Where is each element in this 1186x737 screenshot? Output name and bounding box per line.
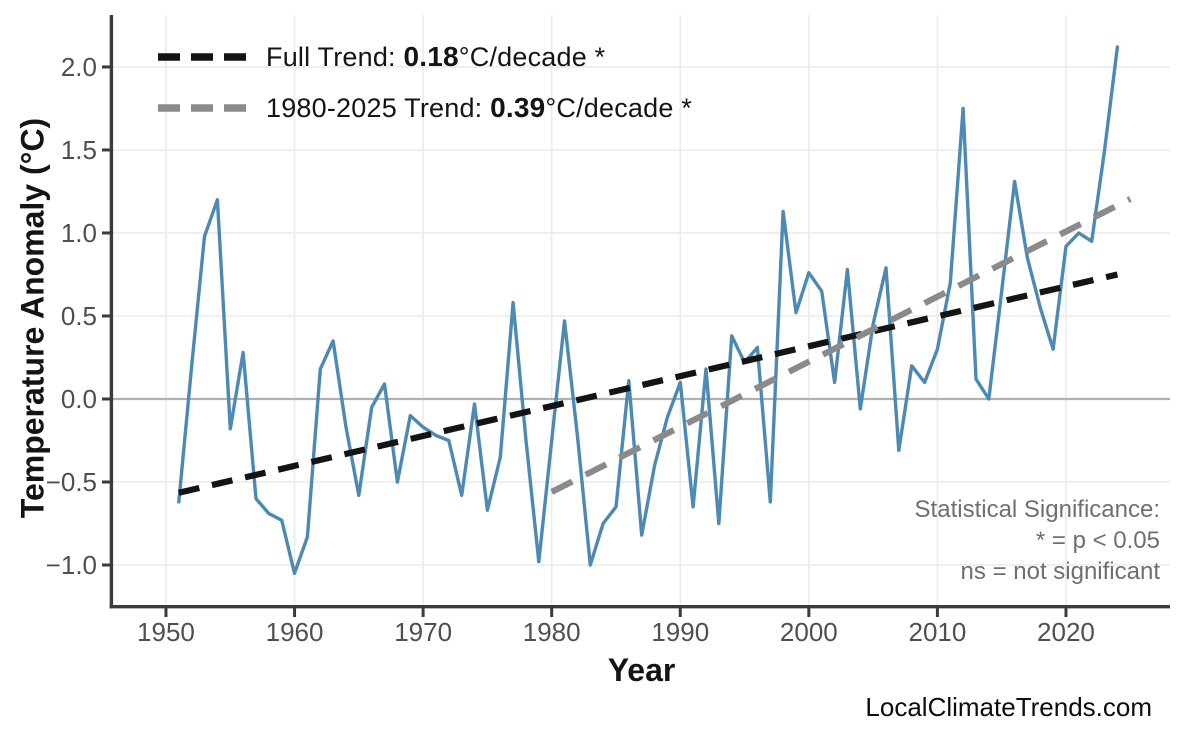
y-tick-label: −1.0	[46, 550, 97, 580]
full-trend-line	[178, 271, 1119, 496]
x-tick-label: 1950	[137, 617, 195, 647]
y-tick-label: 0.0	[61, 384, 97, 414]
y-tick-label: 0.5	[61, 301, 97, 331]
x-axis-title: Year	[607, 652, 676, 688]
recent-trend-label-prefix: 1980-2025 Trend:	[266, 93, 491, 123]
significance-note-line1: Statistical Significance:	[914, 496, 1160, 523]
watermark: LocalClimateTrends.com	[865, 692, 1152, 722]
x-tick-label: 2010	[908, 617, 966, 647]
recent-trend-value: 0.39	[490, 92, 546, 123]
full-trend-value: 0.18	[403, 41, 459, 72]
y-tick-label: 1.5	[61, 135, 97, 165]
x-tick-label: 1960	[266, 617, 324, 647]
legend-item-recent-trend: 1980-2025 Trend: 0.39°C/decade *	[158, 89, 692, 127]
recent-trend-label: 1980-2025 Trend: 0.39°C/decade *	[266, 92, 692, 124]
significance-note-line3: ns = not significant	[960, 558, 1160, 585]
full-trend-label-prefix: Full Trend:	[266, 42, 404, 72]
significance-note: Statistical Significance: * = p < 0.05 n…	[915, 494, 1160, 587]
x-tick-label: 1990	[651, 617, 709, 647]
recent-trend-dash-swatch	[158, 104, 246, 112]
x-tick-label: 2020	[1037, 617, 1095, 647]
full-trend-label: Full Trend: 0.18°C/decade *	[266, 41, 605, 73]
y-axis-title: Temperature Anomaly (°C)	[14, 117, 51, 519]
trend-1980-2025-line	[550, 196, 1132, 495]
x-tick-label: 2000	[780, 617, 838, 647]
significance-note-line2: * = p < 0.05	[1035, 527, 1160, 554]
x-tick-label: 1970	[394, 617, 452, 647]
legend-item-full-trend: Full Trend: 0.18°C/decade *	[158, 38, 692, 76]
anomaly-data-line	[177, 45, 1120, 575]
legend: Full Trend: 0.18°C/decade * 1980-2025 Tr…	[158, 38, 692, 140]
full-trend-label-suffix: °C/decade *	[458, 42, 606, 72]
y-tick-label: 2.0	[61, 52, 97, 82]
y-tick-label: −0.5	[46, 467, 97, 497]
full-trend-dash-swatch	[158, 53, 246, 61]
x-tick-label: 1980	[523, 617, 581, 647]
recent-trend-label-suffix: °C/decade *	[545, 93, 692, 123]
y-tick-label: 1.0	[61, 218, 97, 248]
